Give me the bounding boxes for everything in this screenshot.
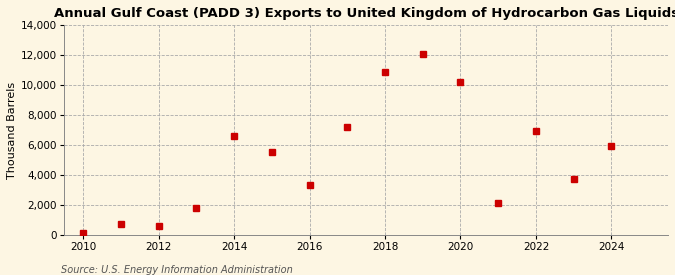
Text: Source: U.S. Energy Information Administration: Source: U.S. Energy Information Administ… xyxy=(61,265,292,275)
Title: Annual Gulf Coast (PADD 3) Exports to United Kingdom of Hydrocarbon Gas Liquids: Annual Gulf Coast (PADD 3) Exports to Un… xyxy=(53,7,675,20)
Y-axis label: Thousand Barrels: Thousand Barrels xyxy=(7,81,17,178)
